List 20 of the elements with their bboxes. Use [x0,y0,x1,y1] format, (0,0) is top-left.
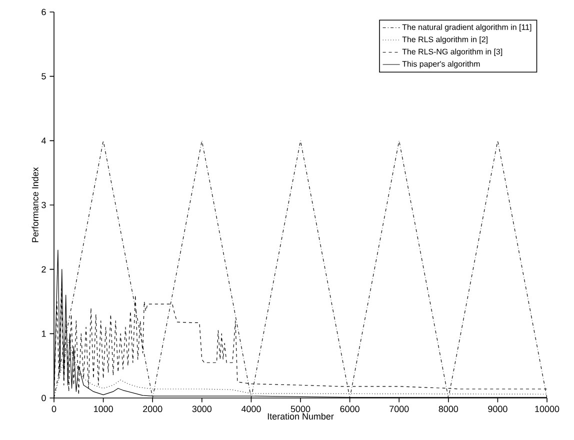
x-axis-title: Iteration Number [268,412,334,420]
x-tick-label: 3000 [192,406,212,412]
y-tick-label: 3 [42,202,46,208]
y-tick-label: 0 [42,394,46,402]
y-tick-label: 4 [41,138,46,144]
x-tick-label: 10000 [535,406,560,412]
x-tick-label: 8000 [438,406,458,412]
x-tick-label: 9000 [488,406,508,412]
y-axis-title: Performance Index [32,167,38,242]
x-tick-label: 5000 [290,406,310,412]
y-tick-label: 1 [42,330,46,337]
y-tick-label: 6 [42,8,46,16]
x-tick-label: 7000 [390,406,409,412]
y-tick-label: 2 [42,266,46,272]
x-tick-label: 6000 [340,406,360,412]
x-tick-label: 2000 [143,406,162,412]
x-tick-label: 4000 [241,406,261,412]
x-tick-label: 0 [52,406,56,412]
x-tick-label: 1000 [94,406,113,412]
y-tick-label: 5 [42,73,46,80]
